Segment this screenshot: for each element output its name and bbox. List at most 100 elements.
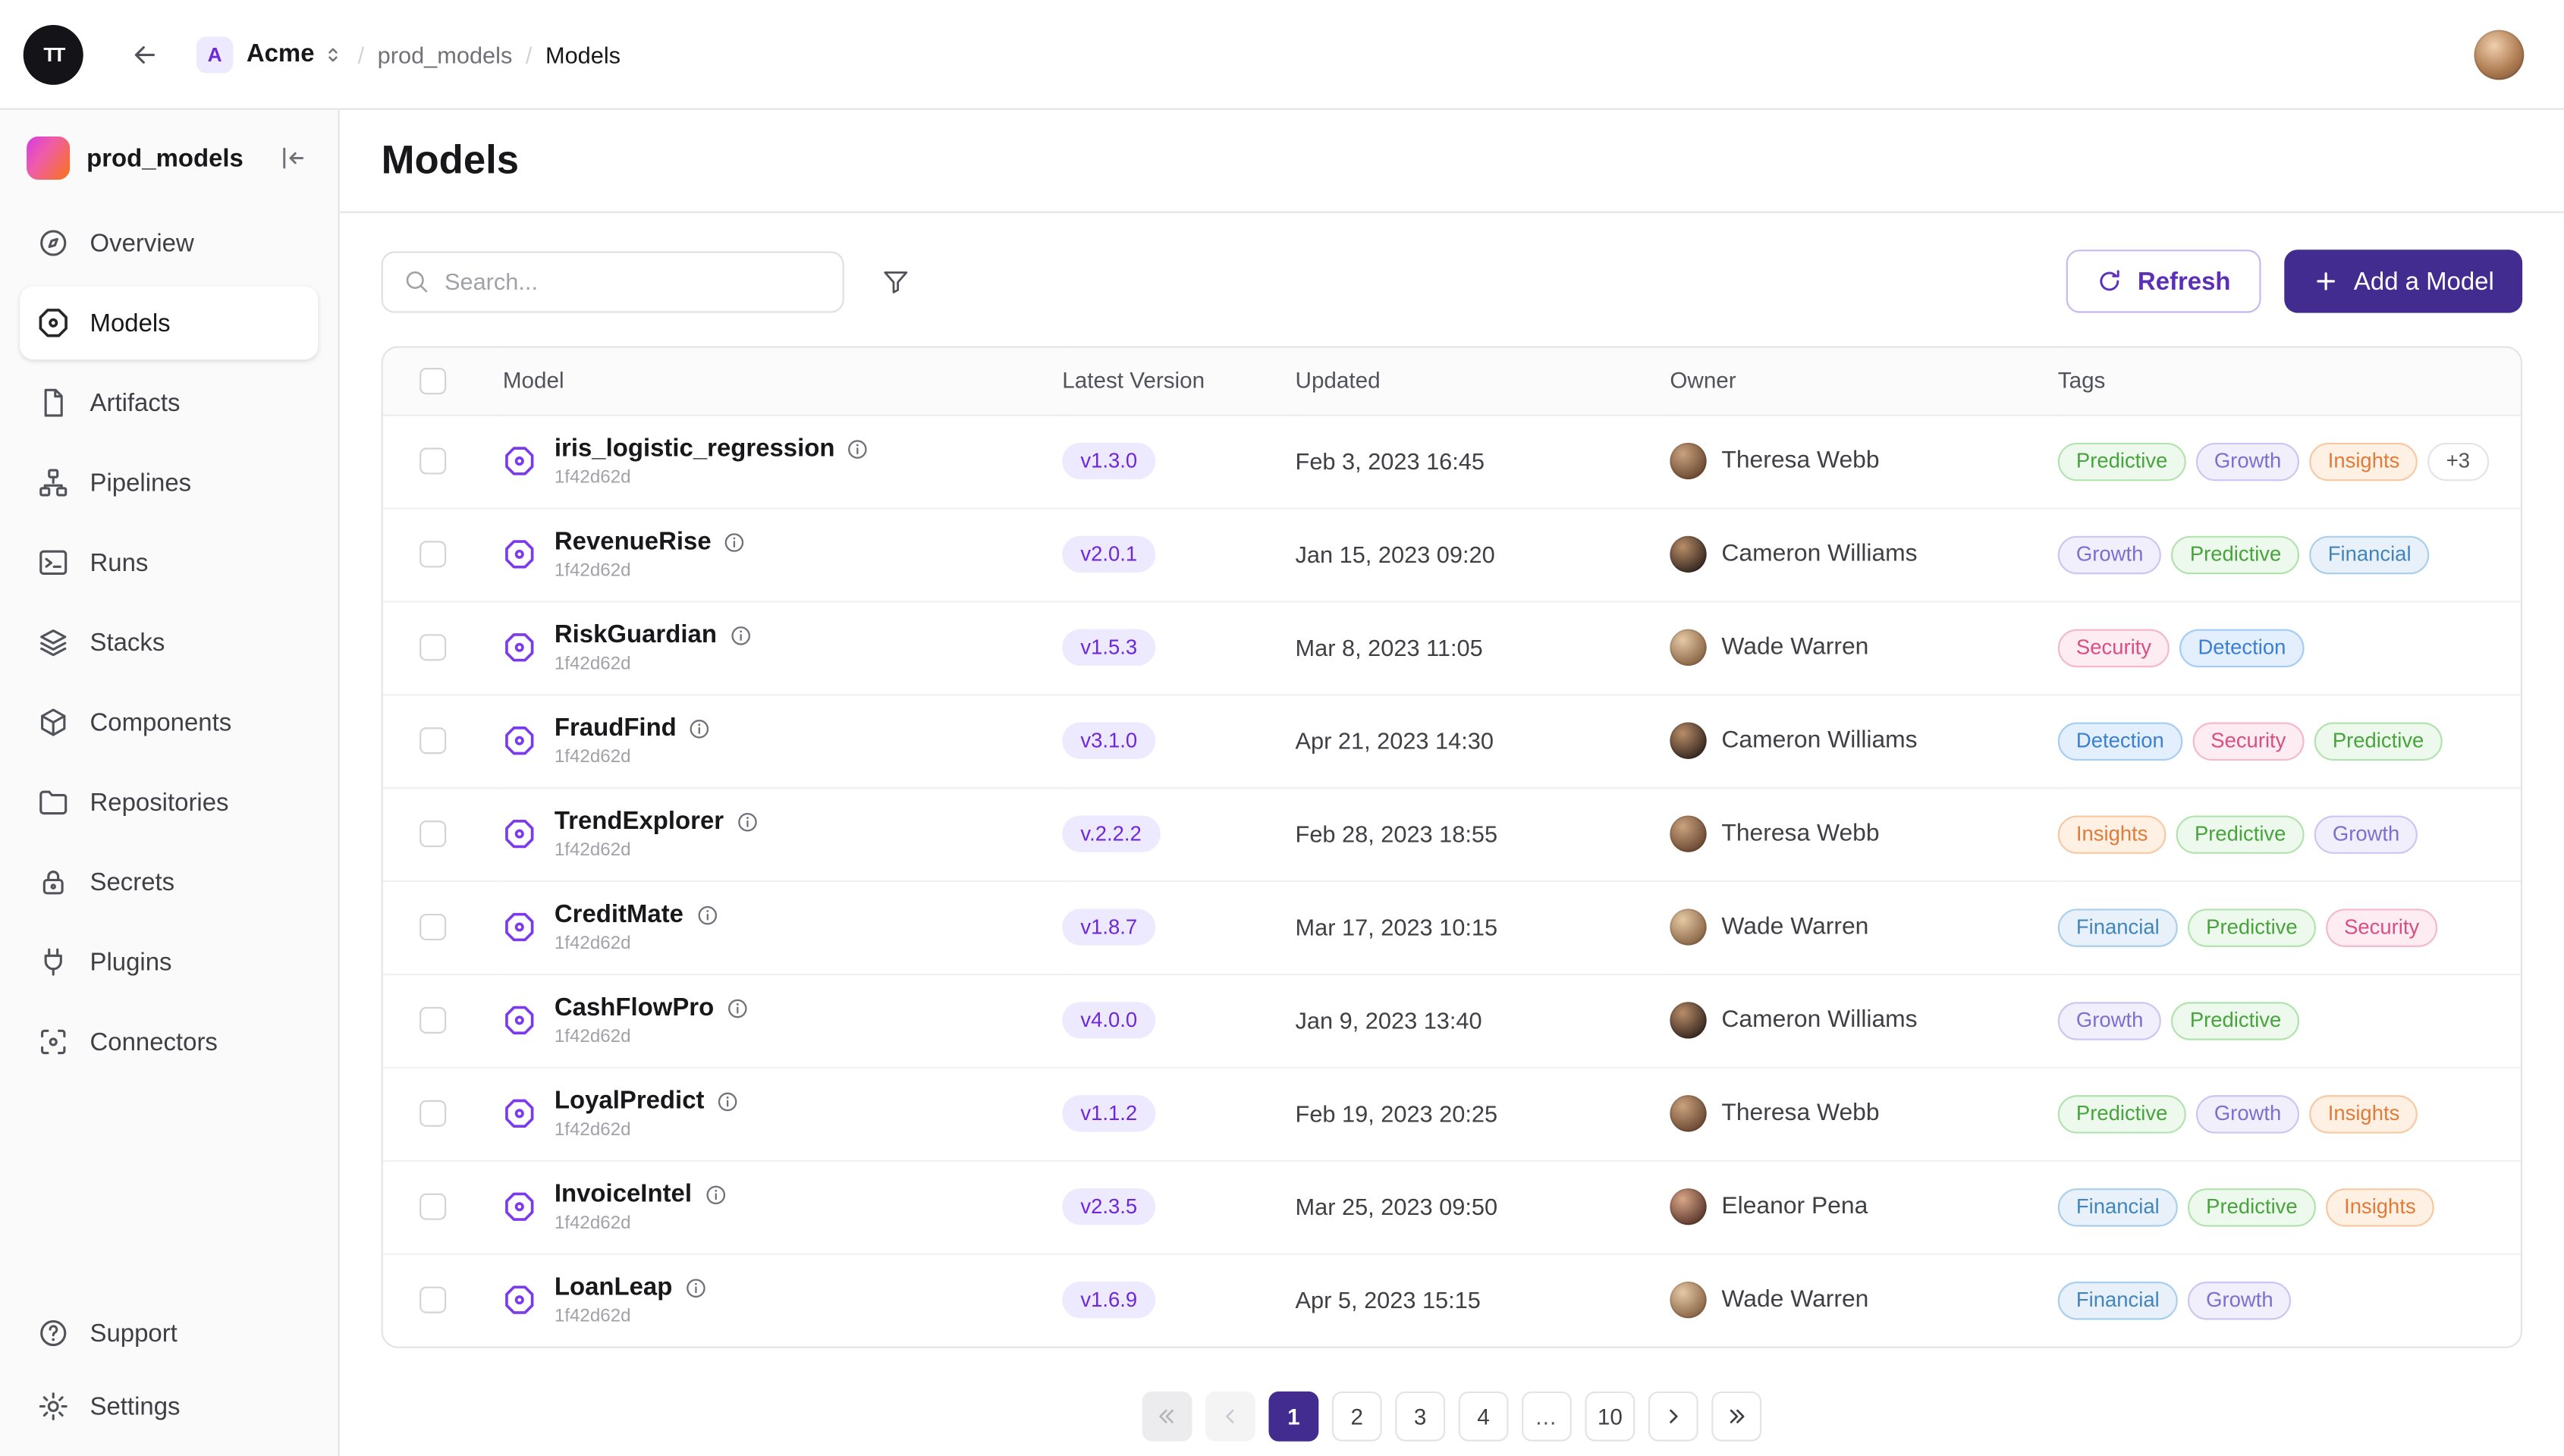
row-checkbox[interactable] [419, 447, 447, 475]
row-checkbox[interactable] [419, 820, 447, 847]
last-page-button[interactable] [1711, 1391, 1762, 1442]
column-header-owner[interactable]: Owner [1670, 347, 2058, 416]
page-button-3[interactable]: 3 [1395, 1391, 1446, 1442]
sidebar-item-settings[interactable]: Settings [20, 1373, 318, 1440]
model-icon [503, 817, 536, 851]
info-icon[interactable] [695, 903, 718, 927]
column-header-model[interactable]: Model [502, 347, 1063, 416]
user-avatar[interactable] [2474, 29, 2525, 80]
row-checkbox[interactable] [419, 913, 447, 940]
more-tags-badge[interactable]: +3 [2427, 441, 2489, 481]
model-icon [503, 1190, 536, 1223]
breadcrumb-separator: / [357, 40, 365, 67]
info-icon[interactable] [726, 996, 749, 1020]
row-checkbox[interactable] [419, 726, 447, 754]
sidebar-item-label: Models [90, 309, 171, 337]
info-icon[interactable] [735, 810, 759, 833]
table-row[interactable]: CashFlowPro 1f42d62d v4.0.0 Jan 9, 2023 … [382, 972, 2521, 1067]
model-id: 1f42d62d [554, 654, 631, 674]
row-checkbox[interactable] [419, 1286, 447, 1313]
row-checkbox[interactable] [419, 540, 447, 567]
sidebar-item-artifacts[interactable]: Artifacts [20, 366, 318, 440]
page-button-10[interactable]: 10 [1585, 1391, 1635, 1442]
updated-cell: Feb 19, 2023 20:25 [1295, 1065, 1670, 1160]
breadcrumb-current[interactable]: Models [545, 40, 621, 67]
row-checkbox[interactable] [419, 1100, 447, 1127]
table-row[interactable]: InvoiceIntel 1f42d62d v2.3.5 Mar 25, 202… [382, 1159, 2521, 1254]
select-all-checkbox[interactable] [419, 367, 447, 395]
model-name-link[interactable]: RevenueRise [554, 527, 712, 557]
sidebar-item-repositories[interactable]: Repositories [20, 766, 318, 839]
sidebar-item-plugins[interactable]: Plugins [20, 925, 318, 999]
model-icon [503, 1003, 536, 1037]
model-icon [503, 1097, 536, 1130]
column-header-latest-version[interactable]: Latest Version [1062, 347, 1296, 416]
row-checkbox[interactable] [419, 1193, 447, 1220]
filter-button[interactable] [871, 256, 921, 306]
owner-name: Theresa Webb [1721, 821, 1880, 848]
search-input[interactable] [445, 268, 823, 295]
sidebar-item-models[interactable]: Models [20, 286, 319, 360]
model-name-link[interactable]: LoyalPredict [554, 1087, 705, 1116]
column-header-tags[interactable]: Tags [2057, 347, 2521, 416]
model-name-link[interactable]: LoanLeap [554, 1273, 673, 1302]
table-row[interactable]: iris_logistic_regression 1f42d62d v1.3.0… [383, 415, 2521, 508]
sidebar-nav: Overview Models Artifacts Pipelines Runs… [20, 206, 319, 1079]
sidebar-item-components[interactable]: Components [20, 686, 318, 759]
info-icon[interactable] [728, 623, 752, 647]
info-icon[interactable] [684, 1276, 708, 1300]
table-row[interactable]: LoyalPredict 1f42d62d v1.1.2 Feb 19, 202… [382, 1065, 2521, 1160]
model-name-link[interactable]: InvoiceIntel [554, 1180, 693, 1209]
row-checkbox[interactable] [419, 633, 447, 661]
version-badge: v.2.2.2 [1062, 815, 1160, 852]
back-button[interactable] [120, 29, 170, 79]
page-button-1[interactable]: 1 [1268, 1391, 1319, 1442]
sidebar-item-pipelines[interactable]: Pipelines [20, 446, 318, 519]
add-model-button[interactable]: Add a Model [2283, 249, 2523, 313]
info-icon[interactable] [688, 717, 712, 740]
table-row[interactable]: LoanLeap 1f42d62d v1.6.9 Apr 5, 2023 15:… [382, 1252, 2521, 1347]
app-logo[interactable]: TT [23, 24, 83, 84]
tag: Detection [2179, 628, 2305, 667]
info-icon[interactable] [716, 1089, 740, 1112]
search-box[interactable] [381, 250, 844, 312]
sidebar: prod_models Overview Models Artifacts Pi… [0, 109, 340, 1456]
page-button-2[interactable]: 2 [1331, 1391, 1382, 1442]
sidebar-item-connectors[interactable]: Connectors [20, 1006, 318, 1079]
info-icon[interactable] [703, 1182, 727, 1206]
model-name-link[interactable]: FraudFind [554, 714, 677, 742]
toolbar: Refresh Add a Model [381, 249, 2523, 313]
model-name-link[interactable]: CreditMate [554, 900, 683, 929]
table-row[interactable]: CreditMate 1f42d62d v1.8.7 Mar 17, 2023 … [382, 879, 2521, 974]
first-page-button[interactable] [1142, 1391, 1192, 1442]
table-row[interactable]: RevenueRise 1f42d62d v2.0.1 Jan 15, 2023… [382, 507, 2521, 601]
refresh-button[interactable]: Refresh [2066, 249, 2261, 313]
model-name-link[interactable]: iris_logistic_regression [554, 434, 835, 463]
table-row[interactable]: TrendExplorer 1f42d62d v.2.2.2 Feb 28, 2… [382, 786, 2521, 881]
sidebar-item-overview[interactable]: Overview [20, 206, 318, 280]
next-page-button[interactable] [1648, 1391, 1698, 1442]
prev-page-button[interactable] [1205, 1391, 1255, 1442]
sidebar-item-stacks[interactable]: Stacks [20, 606, 318, 679]
model-name-link[interactable]: TrendExplorer [554, 807, 724, 836]
sidebar-item-label: Stacks [90, 628, 165, 657]
sidebar-item-support[interactable]: Support [20, 1300, 318, 1367]
column-header-updated[interactable]: Updated [1295, 347, 1670, 416]
row-checkbox[interactable] [419, 1006, 447, 1034]
model-name-link[interactable]: RiskGuardian [554, 620, 717, 649]
table-row[interactable]: RiskGuardian 1f42d62d v1.5.3 Mar 8, 2023… [382, 600, 2521, 695]
info-icon[interactable] [723, 530, 746, 554]
model-name-link[interactable]: CashFlowPro [554, 993, 715, 1022]
breadcrumb-project[interactable]: prod_models [377, 40, 513, 67]
sidebar-collapse-button[interactable] [275, 140, 311, 176]
page-button-4[interactable]: 4 [1458, 1391, 1509, 1442]
sidebar-item-runs[interactable]: Runs [20, 526, 318, 600]
sidebar-item-secrets[interactable]: Secrets [20, 846, 318, 919]
table-row[interactable]: FraudFind 1f42d62d v3.1.0 Apr 21, 2023 1… [382, 693, 2521, 788]
org-picker[interactable]: Acme [247, 40, 344, 68]
version-badge: v1.3.0 [1062, 442, 1156, 480]
info-icon[interactable] [847, 437, 870, 460]
project-switcher[interactable]: prod_models [20, 133, 318, 207]
tag: Financial [2057, 908, 2178, 946]
